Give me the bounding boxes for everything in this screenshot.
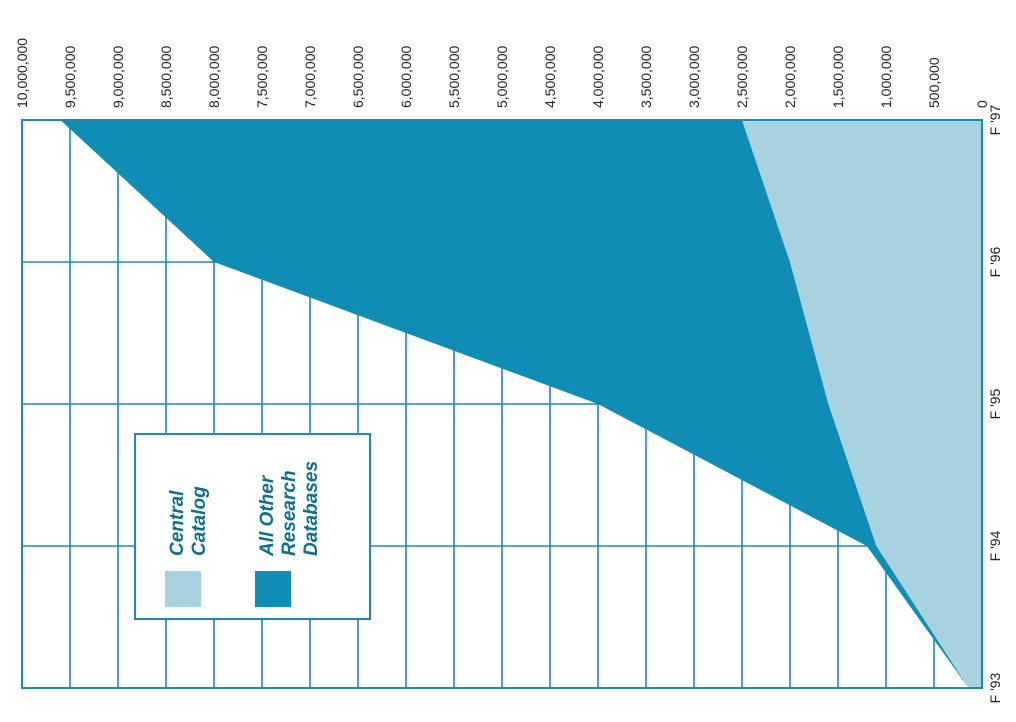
value-tick-label: 7,000,000 — [302, 46, 318, 108]
legend: Central Catalog All Other Research Databases — [134, 433, 371, 620]
value-tick-label: 1,000,000 — [878, 46, 894, 108]
value-tick-label: 4,000,000 — [590, 46, 606, 108]
value-tick-label: 3,000,000 — [686, 46, 702, 108]
value-tick-label: 0 — [974, 100, 990, 108]
value-tick-label: 9,000,000 — [110, 46, 126, 108]
category-tick-label: F '96 — [987, 246, 1003, 277]
value-tick-label: 10,000,000 — [14, 38, 30, 108]
category-tick-label: F '95 — [987, 388, 1003, 419]
value-tick-label: 3,500,000 — [638, 46, 654, 108]
value-tick-label: 5,500,000 — [446, 46, 462, 108]
legend-swatch-central-catalog — [165, 571, 201, 607]
value-tick-label: 8,000,000 — [206, 46, 222, 108]
legend-label: Catalog — [189, 486, 210, 556]
legend-swatch-all-other-research-databases — [255, 571, 291, 607]
value-tick-label: 8,500,000 — [158, 46, 174, 108]
area-all-other-research-databases — [60, 120, 969, 688]
plot-frame — [21, 119, 983, 689]
value-tick-label: 2,000,000 — [782, 46, 798, 108]
value-tick-label: 9,500,000 — [62, 46, 78, 108]
value-tick-label: 4,500,000 — [542, 46, 558, 108]
legend-label: Databases — [301, 461, 322, 556]
category-tick-label: F '93 — [987, 672, 1003, 703]
value-tick-label: 2,500,000 — [734, 46, 750, 108]
category-tick-label: F '97 — [987, 104, 1003, 135]
legend-label: All Other — [257, 474, 278, 557]
area-central-catalog — [742, 120, 982, 688]
legend-label: Central — [167, 490, 188, 556]
value-tick-label: 5,000,000 — [494, 46, 510, 108]
value-tick-label: 7,500,000 — [254, 46, 270, 108]
category-tick-label: F '94 — [987, 530, 1003, 561]
value-tick-label: 6,500,000 — [350, 46, 366, 108]
value-tick-label: 500,000 — [926, 57, 942, 108]
area-layer — [60, 120, 982, 688]
legend-label: Research — [279, 470, 300, 556]
value-tick-label: 1,500,000 — [830, 46, 846, 108]
value-tick-label: 6,000,000 — [398, 46, 414, 108]
axis-layer: 0 500,000 1,000,000 1,500,000 2,000,000 2,500… — [14, 38, 1003, 704]
